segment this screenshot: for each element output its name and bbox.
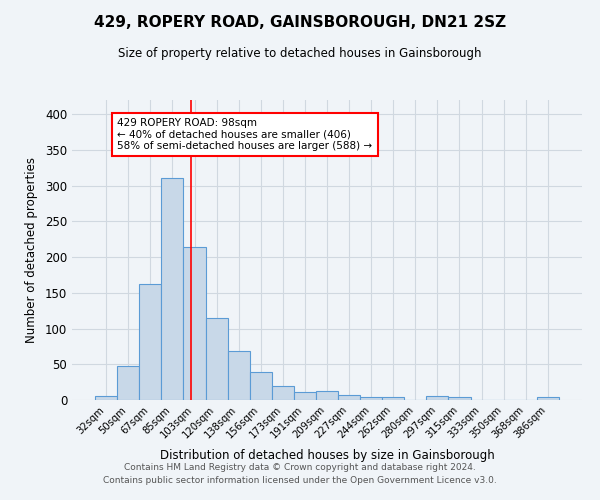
Bar xyxy=(139,284,161,400)
Bar xyxy=(184,247,206,400)
Text: Size of property relative to detached houses in Gainsborough: Size of property relative to detached ho… xyxy=(118,48,482,60)
X-axis label: Distribution of detached houses by size in Gainsborough: Distribution of detached houses by size … xyxy=(160,449,494,462)
Y-axis label: Number of detached properties: Number of detached properties xyxy=(25,157,38,343)
Bar xyxy=(360,397,382,400)
Text: 429, ROPERY ROAD, GAINSBOROUGH, DN21 2SZ: 429, ROPERY ROAD, GAINSBOROUGH, DN21 2SZ xyxy=(94,15,506,30)
Text: Contains public sector information licensed under the Open Government Licence v3: Contains public sector information licen… xyxy=(103,476,497,485)
Bar xyxy=(161,178,184,400)
Bar xyxy=(294,392,316,400)
Bar xyxy=(537,397,559,400)
Bar xyxy=(338,395,360,400)
Text: 429 ROPERY ROAD: 98sqm
← 40% of detached houses are smaller (406)
58% of semi-de: 429 ROPERY ROAD: 98sqm ← 40% of detached… xyxy=(117,118,373,151)
Bar xyxy=(448,397,470,400)
Bar xyxy=(316,392,338,400)
Bar xyxy=(206,318,227,400)
Bar xyxy=(117,366,139,400)
Bar xyxy=(250,372,272,400)
Bar xyxy=(382,397,404,400)
Bar xyxy=(272,386,294,400)
Text: Contains HM Land Registry data © Crown copyright and database right 2024.: Contains HM Land Registry data © Crown c… xyxy=(124,464,476,472)
Bar xyxy=(427,396,448,400)
Bar xyxy=(227,352,250,400)
Bar xyxy=(95,396,117,400)
